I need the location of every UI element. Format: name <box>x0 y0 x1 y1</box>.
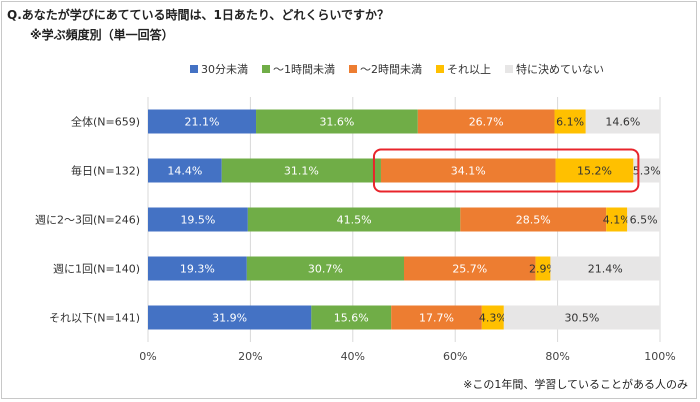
data-label: 14.4% <box>167 165 202 178</box>
bar-segment <box>380 158 556 183</box>
category-label: 週に1回(N=140) <box>53 263 140 276</box>
bar-segment <box>417 109 555 134</box>
data-label: 6.1% <box>556 116 584 129</box>
x-tick-label: 100% <box>644 350 675 363</box>
legend-label: 30分未満 <box>201 63 248 76</box>
legend-swatch <box>349 65 357 73</box>
x-tick-label: 80% <box>545 350 569 363</box>
bar-segment <box>391 305 482 330</box>
legend-swatch <box>436 65 444 73</box>
data-label: 19.5% <box>180 214 215 227</box>
data-label: 2.9% <box>529 263 557 276</box>
data-label: 15.2% <box>577 165 612 178</box>
data-label: 4.1% <box>603 214 631 227</box>
bar-segment <box>550 256 660 281</box>
bar-segment <box>606 207 628 232</box>
data-label: 30.5% <box>564 312 599 325</box>
chart-subtitle: ※学ぶ頻度別（単一回答） <box>30 28 174 42</box>
category-label: 全体(N=659) <box>71 115 140 129</box>
data-label: 26.7% <box>469 116 504 129</box>
data-label: 17.7% <box>419 312 454 325</box>
legend-swatch <box>190 65 198 73</box>
bar-segment <box>148 305 312 330</box>
data-label: 34.1% <box>451 165 486 178</box>
bar-segment <box>503 305 660 330</box>
data-label: 19.3% <box>180 263 215 276</box>
bar-segment <box>404 256 536 281</box>
data-label: 15.6% <box>334 312 369 325</box>
x-tick-label: 40% <box>341 350 365 363</box>
data-label: 5.3% <box>633 165 661 178</box>
highlight-box <box>372 148 640 193</box>
data-label: 21.4% <box>588 263 623 276</box>
legend-label: ～2時間未満 <box>360 63 422 76</box>
legend-label: 特に決めていない <box>516 62 604 76</box>
bar-segment <box>311 305 392 330</box>
data-label: 4.3% <box>479 312 507 325</box>
x-tick-label: 60% <box>443 350 467 363</box>
bar-segment <box>585 109 660 134</box>
data-label: 14.6% <box>605 116 640 129</box>
footnote: ※この1年間、学習していることがある人のみ <box>463 378 688 391</box>
bar-segment <box>460 207 607 232</box>
bar-segment <box>535 256 551 281</box>
data-label: 25.7% <box>452 263 487 276</box>
data-label: 21.1% <box>185 116 220 129</box>
data-label: 41.5% <box>337 214 372 227</box>
bar-segment <box>555 158 634 183</box>
bar-segment <box>256 109 418 134</box>
data-label: 31.1% <box>284 165 319 178</box>
bar-segment <box>246 256 404 281</box>
bar-segment <box>247 207 461 232</box>
legend-swatch <box>505 65 513 73</box>
x-tick-label: 0% <box>139 350 156 363</box>
x-tick-label: 20% <box>238 350 262 363</box>
bar-segment <box>148 109 257 134</box>
data-label: 28.5% <box>516 214 551 227</box>
data-label: 6.5% <box>630 214 658 227</box>
legend-label: それ以上 <box>447 63 491 76</box>
category-label: それ以下(N=141) <box>49 312 140 325</box>
data-label: 31.6% <box>319 116 354 129</box>
category-label: 毎日(N=132) <box>71 165 140 178</box>
legend-label: ～1時間未満 <box>273 63 335 76</box>
bar-segment <box>221 158 381 183</box>
bar-segment <box>481 305 504 330</box>
bar-segment <box>148 207 248 232</box>
category-label: 週に2～3回(N=246) <box>35 214 140 227</box>
data-label: 30.7% <box>308 263 343 276</box>
bar-segment <box>148 158 222 183</box>
legend-swatch <box>262 65 270 73</box>
bar-segment <box>554 109 586 134</box>
data-label: 31.9% <box>212 312 247 325</box>
bar-segment <box>148 256 247 281</box>
chart-title: Q.あなたが学びにあてている時間は、1日あたり、どれくらいですか？ <box>7 8 390 22</box>
bar-segment <box>627 207 660 232</box>
